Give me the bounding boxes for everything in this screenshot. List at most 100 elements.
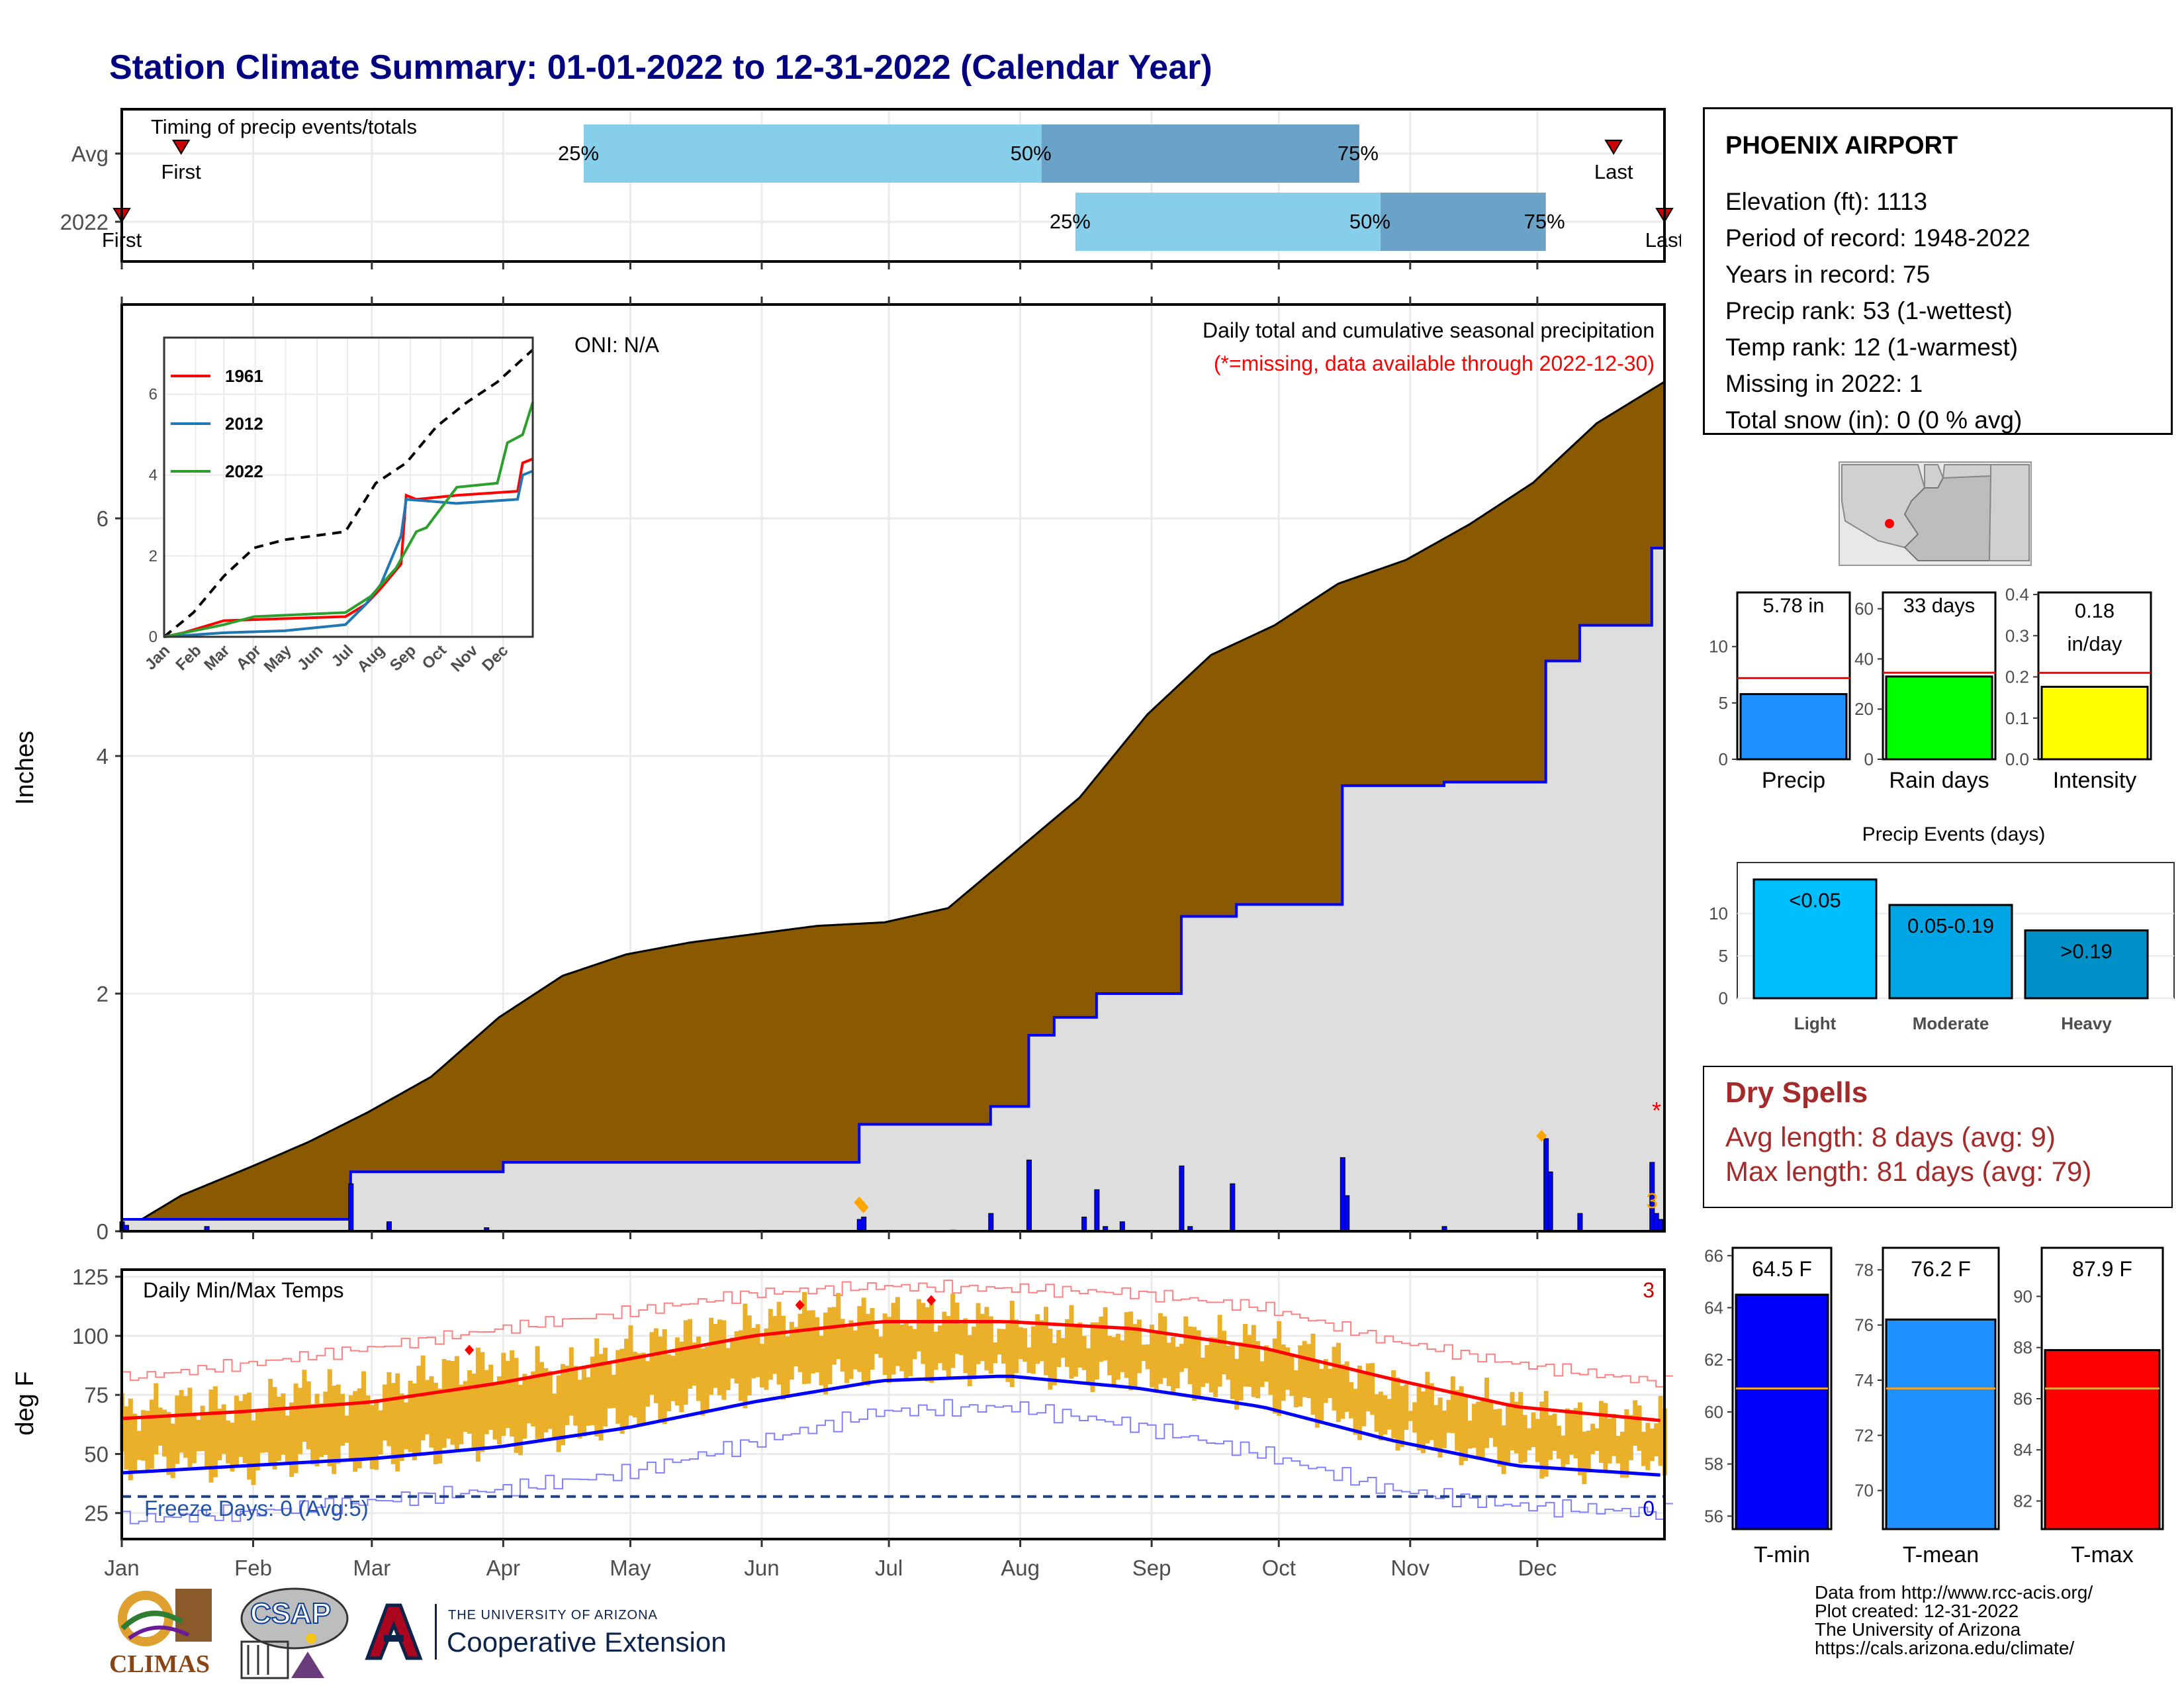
tempbar-value-bar — [1885, 1318, 1997, 1530]
avg-max-line — [121, 1320, 1661, 1423]
daily-temp-bar — [967, 1335, 972, 1387]
record-min-line — [122, 1399, 1673, 1524]
daily-temp-bar — [997, 1329, 1002, 1355]
daily-temp-bar — [348, 1395, 353, 1458]
daily-temp-bar — [1310, 1333, 1316, 1415]
daily-temp-bar — [1111, 1336, 1116, 1385]
record-marker — [465, 1344, 475, 1356]
daily-temp-bar — [730, 1337, 735, 1379]
daily-temp-bar — [607, 1361, 612, 1409]
daily-temp-bar — [297, 1387, 302, 1454]
footer-url: https://cals.arizona.edu/climate/ — [1815, 1638, 2075, 1658]
daily-temp-bar — [208, 1389, 214, 1483]
daily-temp-bar — [1501, 1425, 1506, 1474]
daily-temp-bar — [1349, 1382, 1354, 1419]
daily-temp-bar — [993, 1342, 998, 1364]
summary-bar-label: Intensity — [2053, 768, 2137, 793]
daily-temp-bar — [861, 1297, 866, 1384]
daily-temp-bar — [369, 1405, 375, 1470]
daily-temp-bar — [170, 1423, 175, 1478]
precip-event-category: Moderate — [1913, 1013, 1989, 1033]
daily-precip-bar — [386, 1221, 392, 1232]
daily-temp-bar — [1306, 1344, 1312, 1399]
daily-temp-bar — [700, 1348, 705, 1416]
daily-temp-bar — [251, 1420, 256, 1485]
timing-bar-upper-half — [1380, 193, 1546, 251]
daily-temp-bar — [929, 1303, 934, 1383]
daily-temp-bar — [276, 1396, 281, 1461]
precip-header: Daily total and cumulative seasonal prec… — [1203, 318, 1655, 342]
tempbar-y-tick-label: 56 — [1704, 1506, 1723, 1526]
daily-temp-bar — [268, 1378, 273, 1465]
daily-temp-bar — [586, 1377, 591, 1426]
tempbar-value-label: 87.9 F — [2072, 1257, 2132, 1281]
daily-temp-bar — [242, 1394, 248, 1464]
station-details: Elevation (ft): 1113 Period of record: 1… — [1725, 183, 2030, 438]
daily-temp-bar — [895, 1297, 900, 1366]
daily-temp-bar — [590, 1356, 595, 1425]
daily-temp-bar — [1192, 1327, 1197, 1401]
daily-temp-bar — [582, 1368, 587, 1436]
inset-frame — [163, 336, 534, 638]
daily-temp-bar — [1535, 1419, 1540, 1462]
temp-y-tick-label: 75 — [84, 1383, 109, 1407]
daily-temp-bar — [1548, 1415, 1553, 1460]
daily-temp-bar — [988, 1316, 993, 1374]
missing-count: 3 — [1646, 1189, 1658, 1213]
daily-temp-bar — [357, 1388, 362, 1469]
daily-temp-bar — [776, 1301, 782, 1385]
daily-temp-bar — [1069, 1305, 1074, 1379]
daily-temp-bar — [1014, 1319, 1019, 1374]
daily-temp-bar — [1048, 1329, 1053, 1390]
daily-temp-bar — [531, 1371, 536, 1427]
daily-temp-bar — [1268, 1350, 1273, 1395]
daily-temp-bar — [810, 1310, 815, 1374]
csap-logo: CSAP — [232, 1585, 351, 1685]
tempbar-label: T-max — [2071, 1542, 2133, 1568]
timing-q50-label: 50% — [1349, 210, 1390, 233]
precip-y-axis-label: Inches — [11, 731, 39, 805]
tempbar-y-tick-label: 60 — [1704, 1402, 1723, 1422]
daily-temp-bar — [954, 1302, 960, 1354]
daily-temp-bar — [1582, 1431, 1587, 1485]
daily-temp-bar — [1081, 1336, 1087, 1370]
daily-temp-bar — [259, 1409, 265, 1453]
daily-temp-bar — [314, 1393, 320, 1467]
daily-temp-bar — [925, 1307, 930, 1382]
daily-temp-bar — [1302, 1340, 1307, 1397]
daily-temp-bar — [1030, 1326, 1036, 1374]
daily-temp-bar — [1612, 1413, 1617, 1456]
daily-temp-bar — [1531, 1412, 1536, 1448]
daily-temp-bar — [255, 1412, 260, 1471]
daily-temp-bar — [556, 1375, 561, 1452]
daily-temp-bar — [1314, 1361, 1320, 1428]
daily-temp-bar — [1332, 1346, 1337, 1411]
daily-temp-bar — [653, 1328, 659, 1403]
daily-temp-bar — [823, 1312, 829, 1395]
timing-first-label: First — [161, 160, 202, 183]
timing-q75-label: 75% — [1338, 142, 1379, 165]
month-label: May — [610, 1556, 651, 1580]
daily-temp-bar — [1467, 1421, 1473, 1449]
daily-temp-bar — [1637, 1405, 1642, 1451]
daily-temp-bar — [420, 1355, 426, 1441]
daily-temp-bar — [1340, 1364, 1345, 1419]
timing-panel: Timing of precip events/totals 25% 50% 75% F… — [60, 108, 1681, 269]
daily-temp-bar — [154, 1383, 159, 1455]
inset-y-tick-label: 2 — [149, 547, 158, 565]
daily-temp-bar — [1298, 1345, 1303, 1407]
daily-temp-bar — [1187, 1326, 1193, 1385]
daily-temp-bar — [183, 1395, 189, 1458]
daily-temp-bar — [738, 1330, 743, 1401]
station-line-years: Years in record: 75 — [1725, 261, 1931, 288]
daily-temp-bar — [878, 1336, 884, 1358]
tempbar-y-tick-label: 66 — [1704, 1246, 1723, 1266]
month-label: Apr — [486, 1556, 520, 1580]
daily-temp-bar — [1598, 1401, 1604, 1463]
daily-temp-bar — [446, 1360, 451, 1439]
daily-temp-bar — [1429, 1383, 1434, 1440]
daily-precip-bar — [861, 1216, 867, 1232]
daily-precip-bar — [1081, 1216, 1087, 1232]
temp-y-tick-label: 100 — [72, 1324, 109, 1348]
daily-temp-bar — [467, 1370, 473, 1434]
